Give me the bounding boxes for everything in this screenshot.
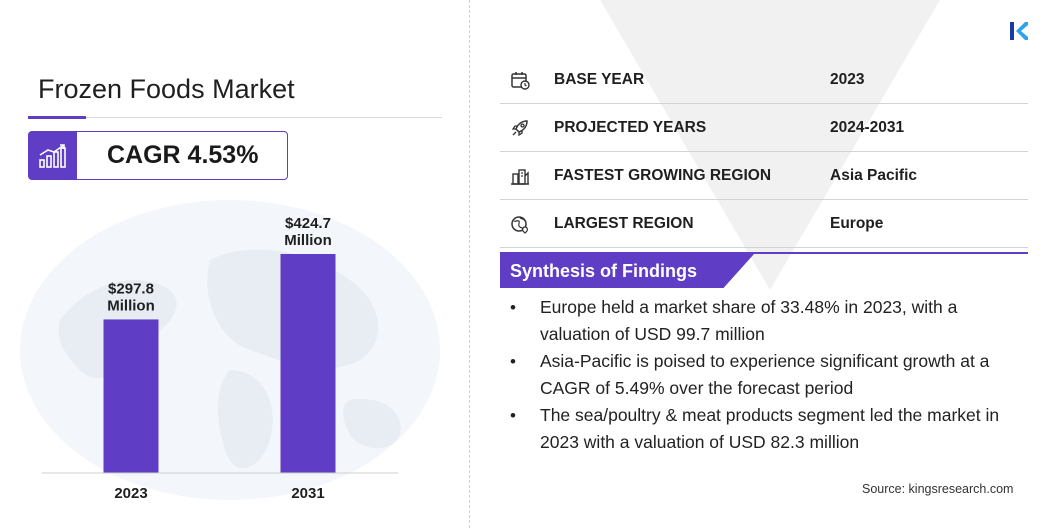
findings-list: Europe held a market share of 33.48% in …: [508, 294, 1028, 456]
title-divider: [28, 117, 442, 118]
x-tick-label: 2023: [114, 485, 147, 502]
bar-unit-label: Million: [107, 297, 155, 314]
info-value: Europe: [830, 215, 884, 232]
info-label: BASE YEAR: [554, 71, 645, 88]
page-title: Frozen Foods Market: [38, 74, 295, 104]
info-label: PROJECTED YEARS: [554, 119, 707, 136]
info-label: LARGEST REGION: [554, 215, 694, 232]
info-value: 2023: [830, 71, 865, 88]
synthesis-title: Synthesis of Findings: [510, 261, 698, 281]
info-row-base-year: BASE YEAR 2023: [500, 56, 1028, 104]
source-credit: Source: kingsresearch.com: [862, 482, 1014, 496]
finding-item: Europe held a market share of 33.48% in …: [508, 294, 1028, 348]
x-tick-label: 2031: [291, 485, 324, 502]
bar-2023: [103, 319, 159, 473]
info-row-largest-region: LARGEST REGION Europe: [500, 200, 1028, 248]
cagr-value: CAGR 4.53%: [107, 141, 259, 169]
info-row-projected-years: PROJECTED YEARS 2024-2031: [500, 104, 1028, 152]
growth-chart-icon: [29, 132, 77, 179]
info-row-fastest-region: FASTEST GROWING REGION Asia Pacific: [500, 152, 1028, 200]
panel-divider: [469, 0, 470, 528]
title-accent-bar: [28, 116, 86, 119]
city-region-icon: [511, 169, 529, 185]
info-label: FASTEST GROWING REGION: [554, 167, 772, 184]
kings-research-logo: [1010, 22, 1028, 40]
bar-unit-label: Million: [284, 232, 332, 249]
rocket-icon: [511, 120, 528, 137]
bar-2031: [280, 254, 336, 473]
synthesis-divider: [500, 252, 1028, 254]
info-value: 2024-2031: [830, 119, 905, 136]
bar-value-label: $297.8: [108, 280, 154, 297]
globe-icon: [511, 216, 528, 234]
finding-item: Asia-Pacific is poised to experience sig…: [508, 348, 1028, 402]
calendar-icon: [511, 72, 530, 90]
bar-value-label: $424.7: [285, 215, 331, 232]
background-triangle: [600, 0, 940, 290]
synthesis-header: Synthesis of Findings: [500, 254, 754, 288]
info-value: Asia Pacific: [830, 167, 918, 184]
finding-item: The sea/poultry & meat products segment …: [508, 402, 1028, 456]
cagr-box: CAGR 4.53%: [28, 131, 288, 180]
